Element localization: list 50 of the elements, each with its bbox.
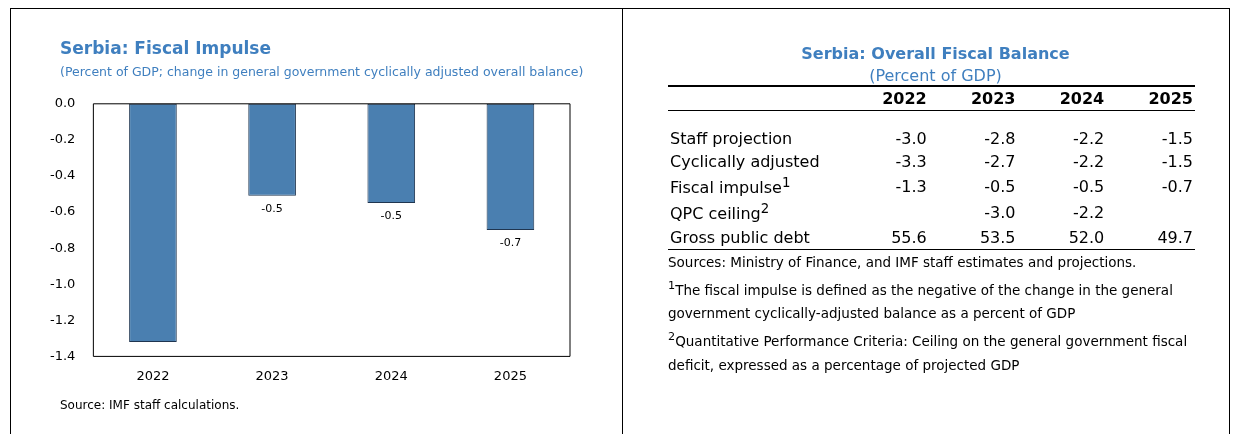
data-label: -0.7 bbox=[499, 236, 522, 250]
y-tick-label: Cyclically adjusted bbox=[669, 151, 821, 173]
x-tick-label: 2022 bbox=[881, 88, 928, 110]
y-tick-label: -0.8 bbox=[49, 239, 76, 255]
data-label: -3.3 bbox=[894, 151, 928, 173]
data-label: -0.7 bbox=[1160, 175, 1194, 198]
data-label: -2.2 bbox=[1072, 151, 1106, 173]
data-label: 53.5 bbox=[978, 226, 1017, 249]
data-label: 52.0 bbox=[1067, 226, 1106, 249]
data-label: -2.2 bbox=[1072, 128, 1106, 150]
text: $^{1}$The fiscal impulse is defined as the negative of the change in the general government cyclically-adjusted balance as a percent of GDP bbox=[668, 277, 1174, 324]
data-label: -0.5 bbox=[261, 202, 283, 216]
data-label: -0.5 bbox=[380, 209, 402, 223]
source-note: Source: IMF staff calculations. bbox=[60, 398, 240, 412]
data-label: -2.2 bbox=[1072, 202, 1106, 224]
y-tick-label: -1.2 bbox=[49, 311, 76, 327]
data-label: -1.3 bbox=[894, 175, 928, 198]
data-label: -1.5 bbox=[1160, 128, 1194, 150]
data-label: -2.8 bbox=[983, 128, 1017, 150]
data-label: -0.5 bbox=[1072, 175, 1106, 198]
x-tick-label: 2023 bbox=[255, 367, 289, 383]
data-label: -2.7 bbox=[983, 151, 1017, 173]
x-tick-label: 2024 bbox=[1058, 88, 1106, 110]
data-label: -3.0 bbox=[894, 128, 928, 150]
x-tick-label: 2023 bbox=[969, 88, 1017, 110]
y-tick-label: -1.0 bbox=[49, 275, 76, 291]
chart-subtitle: (Percent of GDP; change in general government cyclically adjusted overall balance) bbox=[60, 64, 584, 79]
x-tick-label: 2025 bbox=[1147, 88, 1194, 110]
y-tick-label: Fiscal impulse$^{1}$ bbox=[669, 174, 792, 200]
text: $^{2}$Quantitative Performance Criteria: Ceiling on the general government fiscal deficit, expressed as a percentage of projected GDP bbox=[668, 329, 1189, 375]
x-tick-label: 2025 bbox=[493, 367, 527, 383]
data-label: 55.6 bbox=[890, 226, 928, 249]
y-tick-label: QPC ceiling$^{2}$ bbox=[669, 200, 771, 226]
chart-title: Serbia: Fiscal Impulse bbox=[60, 38, 271, 58]
data-label: -1.5 bbox=[1160, 151, 1194, 173]
y-tick-label: -0.4 bbox=[49, 167, 76, 183]
y-tick-label: Gross public debt bbox=[669, 226, 811, 249]
chart-subtitle: (Percent of GDP) bbox=[868, 66, 1003, 85]
x-tick-label: 2024 bbox=[374, 367, 408, 383]
data-label: -0.5 bbox=[983, 175, 1017, 198]
y-tick-label: Staff projection bbox=[669, 128, 794, 150]
data-label: -3.0 bbox=[983, 202, 1017, 224]
y-tick-label: -0.2 bbox=[49, 131, 76, 147]
x-tick-label: 2022 bbox=[136, 367, 170, 383]
y-tick-label: -0.6 bbox=[49, 203, 76, 219]
y-tick-label: -1.4 bbox=[49, 347, 76, 363]
chart-title: Serbia: Overall Fiscal Balance bbox=[800, 44, 1071, 63]
source-note: Sources: Ministry of Finance, and IMF staff estimates and projections. bbox=[668, 252, 1138, 272]
data-label: 49.7 bbox=[1156, 226, 1194, 249]
y-tick-label: 0.0 bbox=[54, 95, 76, 111]
